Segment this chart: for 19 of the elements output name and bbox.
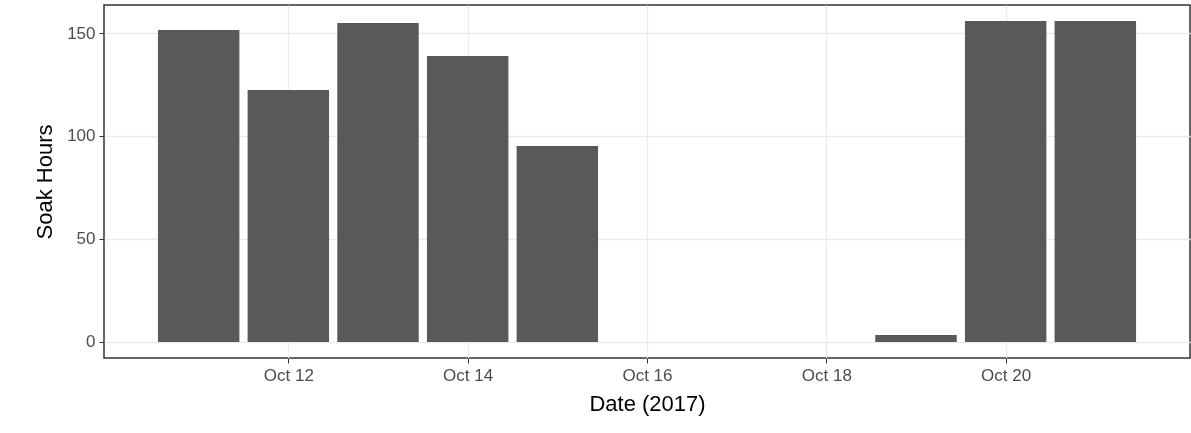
y-axis-title: Soak Hours <box>32 124 58 240</box>
y-tick-label: 150 <box>67 23 96 43</box>
x-axis-title: Date (2017) <box>589 390 706 416</box>
y-tick-label: 100 <box>67 126 96 146</box>
bar <box>157 29 240 342</box>
bar <box>426 56 509 342</box>
x-tick-label: Oct 18 <box>801 365 852 385</box>
x-tick-label: Oct 16 <box>622 365 673 385</box>
bar <box>337 22 419 342</box>
bar <box>875 334 957 342</box>
x-tick-label: Oct 20 <box>981 365 1032 385</box>
bar <box>964 21 1047 342</box>
x-tick-label: Oct 14 <box>443 365 494 385</box>
bar <box>1054 21 1137 342</box>
x-tick-label: Oct 12 <box>263 365 314 385</box>
bar <box>247 90 330 342</box>
y-tick-label: 50 <box>76 229 96 249</box>
bar <box>516 146 599 342</box>
y-tick-label: 0 <box>86 332 96 352</box>
